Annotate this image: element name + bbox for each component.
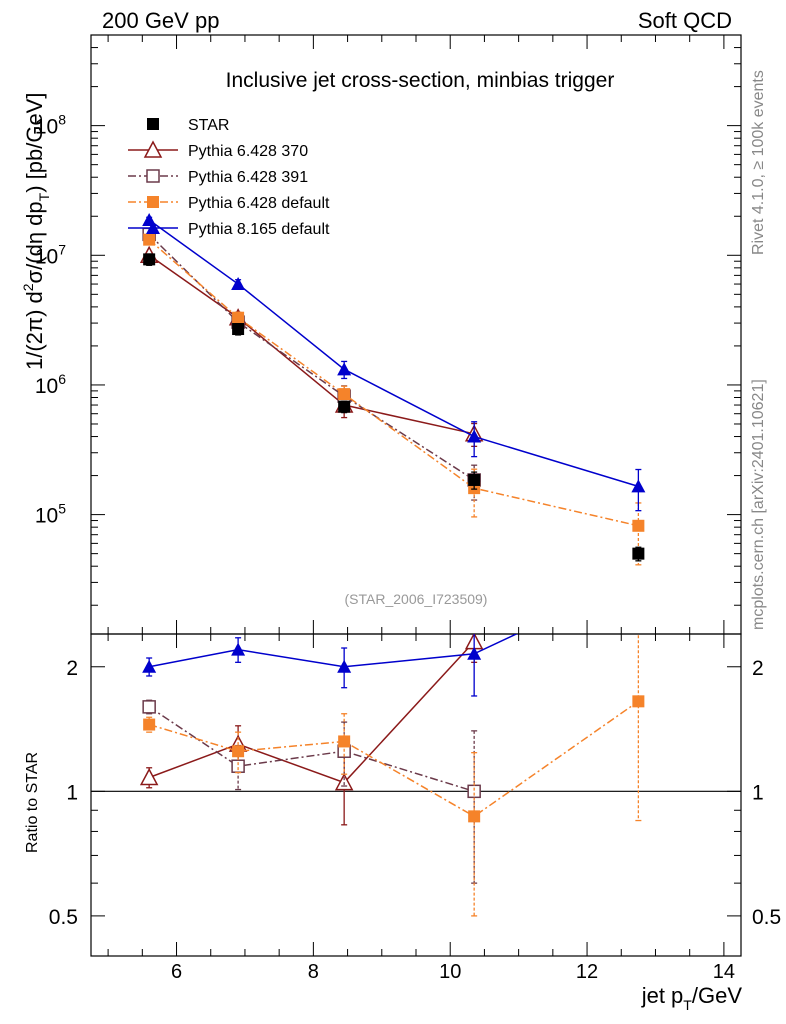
ratio-series-pythia-6-428-default [143, 634, 645, 917]
legend-marker [143, 140, 163, 158]
ratio-series-pythia-6-428-370 [139, 634, 484, 826]
ratio-y-axis-label: Ratio to STAR [24, 752, 41, 853]
x-tick-label: 8 [308, 961, 319, 983]
ratio-point [631, 570, 645, 583]
data-point [232, 323, 245, 336]
ratio-point [338, 735, 351, 748]
header-right-label: Soft QCD [638, 8, 732, 33]
ratio-line-pythia-6-428-391 [148, 706, 475, 793]
ratio-point [143, 718, 156, 731]
y-tick-label: 107 [35, 241, 66, 268]
legend-item-star: STAR [147, 117, 229, 134]
legend-label: Pythia 6.428 default [188, 195, 330, 212]
rivet-label: Rivet 4.1.0, ≥ 100k events [750, 70, 767, 255]
ratio-point [142, 659, 157, 673]
x-tick-label: 10 [439, 961, 461, 983]
x-axis-label: jet pT/GeV [641, 983, 743, 1013]
data-point [468, 473, 481, 486]
legend-marker [147, 118, 159, 130]
ratio-y-tick-label: 1 [752, 781, 764, 804]
y-tick-label: 108 [35, 112, 66, 139]
ratio-point [337, 659, 352, 673]
mcplots-label: mcplots.cern.ch [arXiv:2401.10621] [750, 379, 767, 630]
data-point [337, 362, 352, 376]
y-axis-label: 1/(2π) d2σ/(dη dpT) [pb/GeV] [20, 93, 52, 370]
ratio-point [467, 646, 482, 660]
ratio-point [232, 745, 245, 758]
ratio-line-pythia-6-428-default [148, 700, 639, 818]
legend-marker [147, 196, 159, 208]
data-point [143, 233, 156, 246]
data-point [632, 519, 645, 532]
data-point [143, 253, 156, 266]
series-line-pythia-6-428-370 [148, 254, 475, 435]
legend: STAR Pythia 6.428 370 Pythia 6.428 391 Pyth… [128, 117, 330, 238]
reference-label: (STAR_2006_I723509) [345, 591, 488, 607]
x-tick-label: 6 [171, 961, 182, 983]
ratio-point [231, 759, 245, 773]
header-left-label: 200 GeV pp [102, 8, 219, 33]
legend-item-pythia-6-428-370: Pythia 6.428 370 [128, 140, 308, 160]
legend-marker [146, 221, 160, 234]
ratio-y-tick-label: 0.5 [49, 906, 78, 929]
ratio-point [632, 695, 645, 708]
series-line-pythia-6-428-default [148, 239, 639, 527]
legend-item-pythia-6-428-391: Pythia 6.428 391 [128, 169, 308, 186]
series-pythia-8-165-default [142, 213, 646, 512]
data-point [338, 400, 351, 413]
main-axes: 105 106 107 108 [35, 34, 741, 634]
data-point [232, 311, 245, 324]
svg-text:1/(2π) d2σ/(dη dpT) [pb/GeV]: 1/(2π) d2σ/(dη dpT) [pb/GeV] [20, 93, 52, 370]
legend-label: Pythia 6.428 391 [188, 169, 308, 186]
series-pythia-6-428-default [143, 233, 645, 566]
ratio-point [142, 700, 156, 714]
ratio-series-layer [139, 570, 645, 917]
data-point [467, 429, 482, 443]
ratio-line-pythia-6-428-370 [148, 641, 475, 784]
legend-item-pythia-6-428-default: Pythia 6.428 default [128, 195, 330, 212]
series-pythia-6-428-391 [142, 227, 481, 501]
ratio-y-tick-label: 1 [66, 781, 78, 804]
ratio-point [334, 772, 354, 791]
legend-label: Pythia 6.428 370 [188, 143, 308, 160]
series-line-pythia-6-428-391 [148, 233, 475, 481]
legend-item-pythia-8-165-default: Pythia 8.165 default [128, 221, 330, 238]
data-point [632, 547, 645, 560]
legend-label: STAR [188, 117, 229, 134]
ratio-y-tick-label: 0.5 [752, 906, 781, 929]
data-point [631, 479, 646, 493]
ratio-point [139, 767, 159, 786]
x-tick-label: 12 [576, 961, 598, 983]
ratio-point [231, 642, 246, 656]
ratio-point [468, 810, 481, 823]
svg-text:jet pT/GeV: jet pT/GeV [641, 983, 743, 1013]
main-series-layer [139, 213, 646, 566]
ratio-y-tick-label: 2 [752, 657, 764, 680]
series-line-pythia-8-165-default [148, 219, 639, 488]
legend-label: Pythia 8.165 default [188, 221, 330, 238]
y-tick-label: 105 [35, 501, 66, 528]
x-tick-label: 14 [713, 961, 735, 983]
legend-marker [146, 169, 160, 183]
ratio-series-pythia-8-165-default [142, 570, 645, 697]
chart-title: Inclusive jet cross-section, minbias tri… [226, 69, 615, 92]
data-point [231, 277, 246, 291]
series-star [143, 253, 645, 562]
ratio-axes: 6 8 10 12 140.5 0.51 12 2 [49, 634, 781, 983]
data-point [338, 388, 351, 401]
ratio-plot-frame [90, 633, 742, 957]
y-tick-label: 106 [35, 371, 66, 398]
ratio-y-tick-label: 2 [66, 657, 78, 680]
